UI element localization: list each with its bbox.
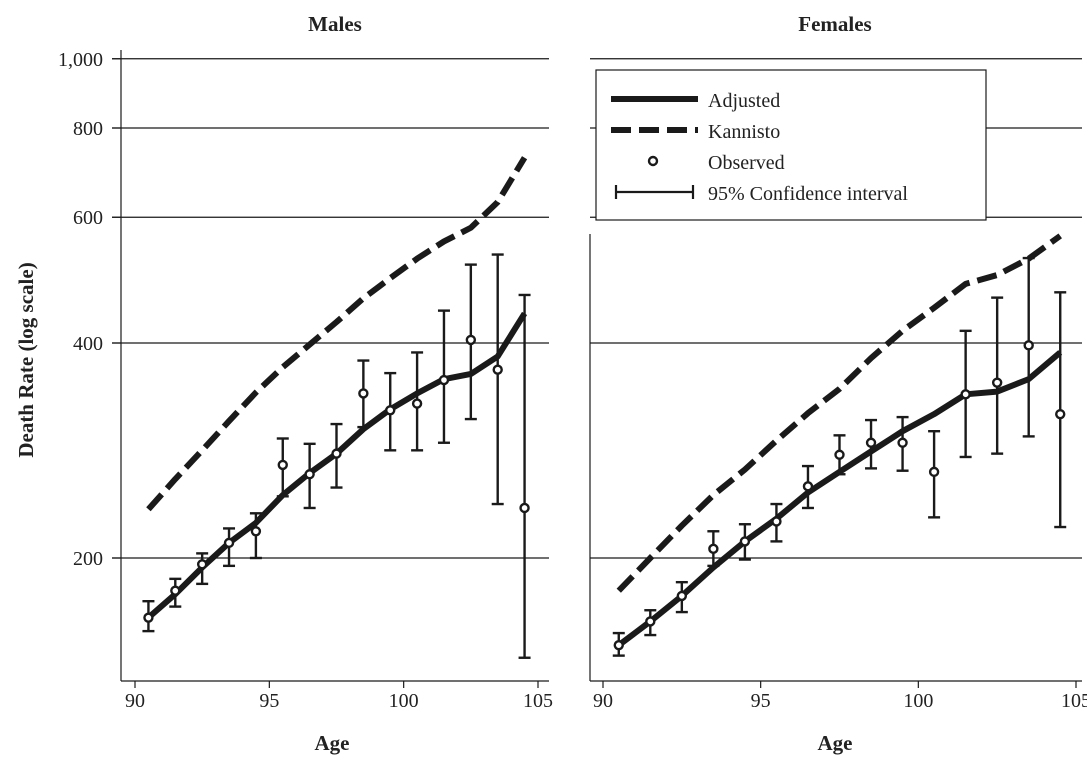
observed-point <box>331 448 342 459</box>
x-tick-label: 90 <box>593 690 613 712</box>
adjusted-line <box>616 350 1063 648</box>
observed-point <box>438 374 450 386</box>
observed-point <box>277 459 288 471</box>
panel-title: Females <box>798 12 871 36</box>
legend-observed-marker <box>647 155 659 167</box>
legend: Adjusted Kannisto Observed 95% Confidenc… <box>595 69 987 221</box>
x-tick-label: 95 <box>751 690 771 712</box>
observed-point <box>613 639 624 651</box>
legend-ci-label: 95% Confidence interval <box>708 183 908 205</box>
y-tick-label: 600 <box>73 207 103 229</box>
observed-point <box>865 437 877 448</box>
observed-point <box>465 334 477 346</box>
confidence-interval <box>518 293 531 659</box>
y-tick-label: 800 <box>73 118 103 140</box>
legend-box <box>595 69 987 221</box>
observed-point <box>1023 340 1034 351</box>
confidence-interval <box>991 296 1004 455</box>
confidence-interval <box>491 253 504 506</box>
y-tick-label: 1,000 <box>58 49 103 71</box>
observed-point <box>802 481 814 492</box>
observed-point <box>834 449 845 460</box>
x-tick-label: 95 <box>259 690 279 712</box>
observed-point <box>411 398 423 409</box>
observed-point <box>385 405 396 416</box>
observed-point <box>358 388 369 399</box>
legend-ci-swatch <box>614 185 695 199</box>
observed-point <box>143 612 154 623</box>
observed-point <box>223 537 235 549</box>
observed-point <box>897 437 908 448</box>
observed-point <box>928 466 940 478</box>
x-tick-label: 105 <box>523 690 553 712</box>
x-axis-title: Age <box>315 731 350 755</box>
observed-point <box>645 616 656 627</box>
y-tick-label: 200 <box>73 548 103 570</box>
observed-point <box>250 526 262 537</box>
legend-kannisto-label: Kannisto <box>708 121 780 143</box>
x-axis-title: Age <box>818 731 853 755</box>
observed-point <box>991 377 1003 388</box>
y-tick-label: 400 <box>73 333 103 355</box>
observed-point <box>739 536 751 547</box>
kannisto-line <box>616 233 1062 593</box>
observed-point <box>1055 408 1066 420</box>
observed-point <box>196 559 208 570</box>
observed-point <box>492 364 503 375</box>
observed-point <box>771 516 782 527</box>
observed-point <box>676 590 688 602</box>
x-tick-label: 105 <box>1061 690 1087 712</box>
x-tick-label: 90 <box>125 690 145 712</box>
panel-title: Males <box>308 12 362 36</box>
observed-point <box>304 469 315 480</box>
observed-point <box>170 585 181 596</box>
males-panel: Males 200 400 600 800 1,000 90 95 100 105 Age <box>58 12 553 755</box>
x-tick-label: 100 <box>903 690 933 712</box>
females-panel: Females 90 95 100 105 Age <box>589 12 1087 755</box>
observed-point <box>708 543 719 555</box>
legend-adjusted-label: Adjusted <box>708 90 780 112</box>
legend-observed-label: Observed <box>708 152 785 174</box>
y-axis-title: Death Rate (log scale) <box>14 262 38 457</box>
observed-point <box>519 502 530 514</box>
x-tick-label: 100 <box>389 690 419 712</box>
kannisto-line <box>146 156 528 512</box>
observed-point <box>960 389 971 400</box>
